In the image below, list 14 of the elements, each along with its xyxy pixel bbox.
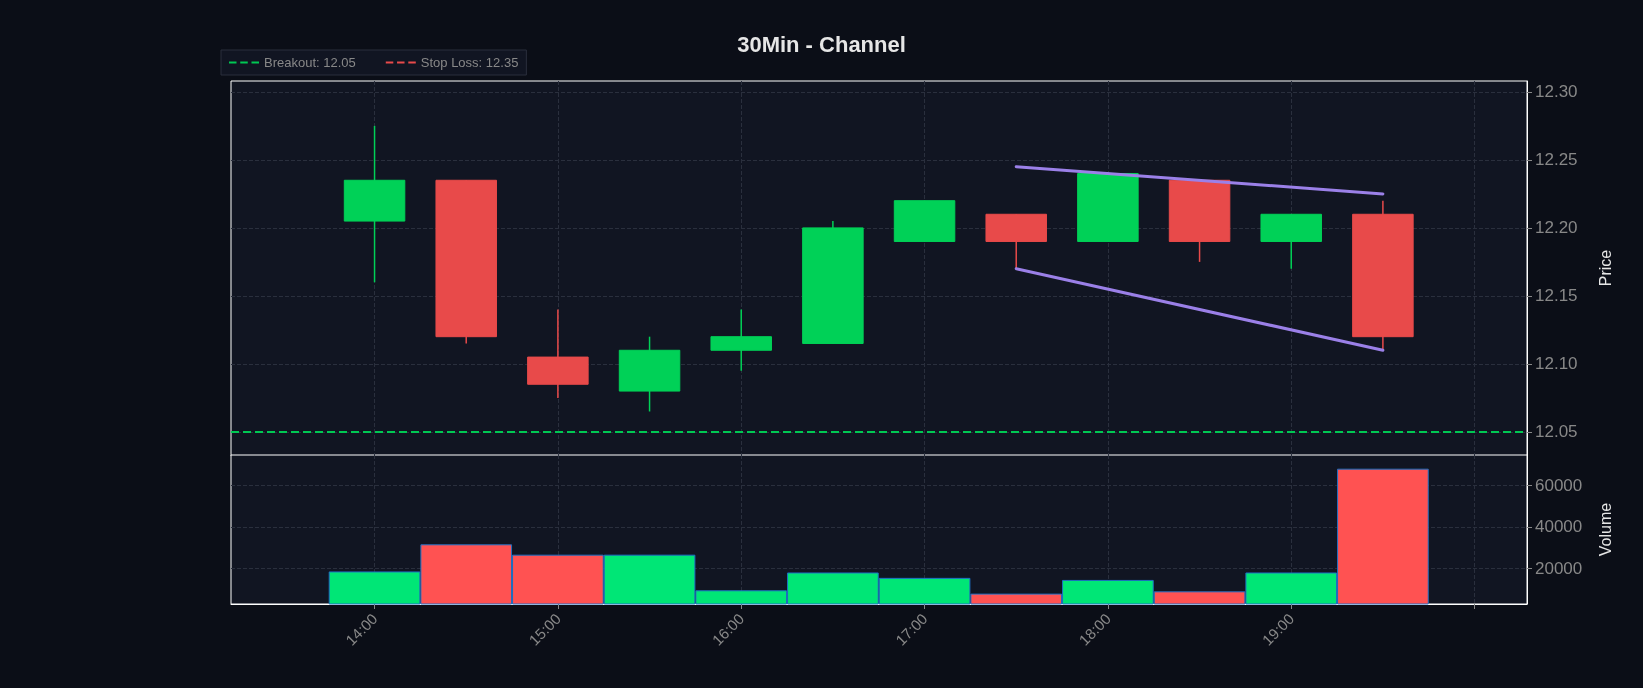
y-tick-label: 12.15 bbox=[1535, 286, 1578, 306]
text: Stop Loss: 12.35 bbox=[420, 55, 519, 70]
y-tick-label: 12.10 bbox=[1535, 354, 1578, 374]
y-tick-label: 12.30 bbox=[1535, 82, 1578, 102]
y-axis-title: Volume bbox=[1596, 502, 1614, 557]
y-tick-label: 12.20 bbox=[1535, 218, 1578, 238]
y-tick-label: 12.05 bbox=[1535, 422, 1578, 442]
y-tick-label: 20000 bbox=[1535, 558, 1583, 578]
y-tick-label: 60000 bbox=[1535, 475, 1583, 495]
y-tick-label: 40000 bbox=[1535, 517, 1583, 537]
y-axis-title: Price bbox=[1596, 249, 1614, 287]
y-tick-label: 12.25 bbox=[1535, 150, 1578, 170]
chart-title: 30Min - Channel bbox=[737, 31, 906, 57]
legend-label: Breakout: 12.05 bbox=[264, 55, 356, 70]
